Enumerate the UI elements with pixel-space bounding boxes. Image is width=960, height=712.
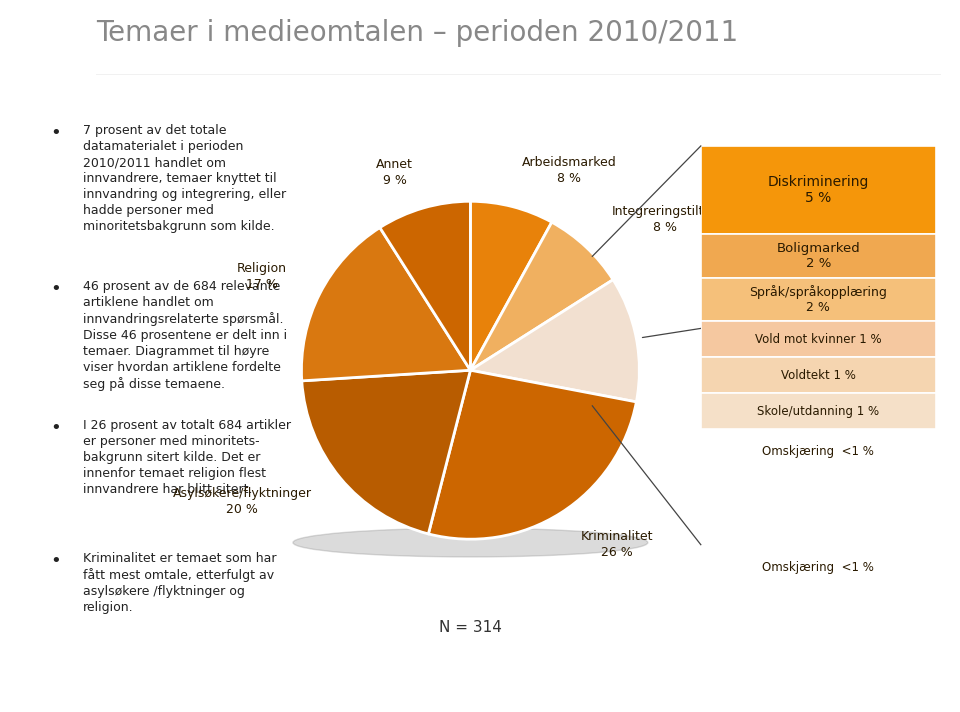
Text: Boligmarked
2 %: Boligmarked 2 % bbox=[777, 241, 860, 270]
Wedge shape bbox=[428, 370, 636, 539]
FancyBboxPatch shape bbox=[701, 321, 936, 357]
Text: Skole/utdanning 1 %: Skole/utdanning 1 % bbox=[757, 404, 879, 418]
FancyBboxPatch shape bbox=[701, 146, 936, 234]
Text: Omskjæring  <1 %: Omskjæring <1 % bbox=[762, 445, 875, 458]
Text: Kriminalitet
26 %: Kriminalitet 26 % bbox=[581, 530, 654, 559]
Text: Voldtekt 1 %: Voldtekt 1 % bbox=[781, 369, 855, 382]
Wedge shape bbox=[301, 370, 470, 534]
FancyBboxPatch shape bbox=[701, 278, 936, 321]
Wedge shape bbox=[380, 201, 470, 370]
Text: •: • bbox=[50, 552, 61, 570]
FancyBboxPatch shape bbox=[701, 234, 936, 278]
Text: 7 prosent av det totale
datamaterialet i perioden
2010/2011 handlet om
innvandre: 7 prosent av det totale datamaterialet i… bbox=[83, 125, 286, 234]
Wedge shape bbox=[470, 280, 639, 402]
Text: I 26 prosent av totalt 684 artikler
er personer med minoritets-
bakgrunn sitert : I 26 prosent av totalt 684 artikler er p… bbox=[83, 419, 291, 496]
Ellipse shape bbox=[293, 528, 648, 557]
Text: Språk/språkopplæring
2 %: Språk/språkopplæring 2 % bbox=[750, 285, 887, 314]
Text: Annet
9 %: Annet 9 % bbox=[376, 158, 413, 187]
Text: Kriminalitet er temaet som har
fått mest omtale, etterfulgt av
asylsøkere /flykt: Kriminalitet er temaet som har fått mest… bbox=[83, 552, 276, 614]
Text: •: • bbox=[50, 419, 61, 436]
Text: •: • bbox=[50, 280, 61, 298]
Text: N = 314: N = 314 bbox=[439, 619, 502, 634]
Text: Vold mot kvinner 1 %: Vold mot kvinner 1 % bbox=[756, 333, 881, 346]
Text: Temaer i medieomtalen – perioden 2010/2011: Temaer i medieomtalen – perioden 2010/20… bbox=[96, 19, 738, 47]
Text: Arbeidsmarked
8 %: Arbeidsmarked 8 % bbox=[521, 156, 616, 185]
Wedge shape bbox=[301, 228, 470, 381]
Text: 46 prosent av de 684 relevante
artiklene handlet om
innvandringsrelaterte spørsm: 46 prosent av de 684 relevante artiklene… bbox=[83, 280, 287, 392]
Text: Asylsøkere/flyktninger
20 %: Asylsøkere/flyktninger 20 % bbox=[173, 487, 312, 516]
Text: Diskriminering
5 %: Diskriminering 5 % bbox=[768, 174, 869, 205]
Text: Omskjæring  <1 %: Omskjæring <1 % bbox=[762, 560, 875, 574]
Text: Integreringstiltak
8 %: Integreringstiltak 8 % bbox=[612, 206, 719, 234]
Text: Religion
17 %: Religion 17 % bbox=[237, 262, 287, 291]
FancyBboxPatch shape bbox=[701, 393, 936, 429]
Text: 12 %: 12 % bbox=[642, 318, 743, 337]
Wedge shape bbox=[470, 222, 613, 370]
FancyBboxPatch shape bbox=[701, 357, 936, 393]
Wedge shape bbox=[470, 201, 552, 370]
Text: •: • bbox=[50, 125, 61, 142]
